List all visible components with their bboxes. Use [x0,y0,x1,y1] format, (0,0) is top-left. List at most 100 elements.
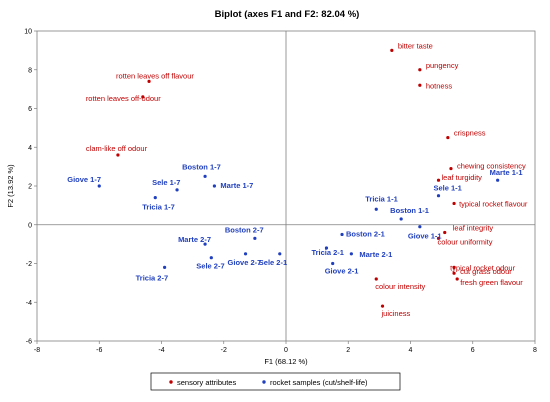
attribute-point-fresh-green-flavour [455,277,459,281]
attribute-point-leaf-turgidity [436,178,441,182]
sample-label-giove-2-1: Giove 2-1 [325,267,359,276]
attribute-label-colour-uniformity: colour uniformity [438,237,493,246]
y-tick-label: 6 [28,106,32,113]
y-tick-label: 8 [28,67,32,74]
sample-point-tricia-2-7 [163,265,167,269]
attribute-point-rotten-leaves-off-flavour [147,79,151,83]
legend-marker-attributes [169,380,173,384]
attribute-label-crispness: crispness [454,129,486,138]
legend: sensory attributes rocket samples (cut/s… [150,372,401,391]
attribute-label-chewing-consistency: chewing consistency [457,162,526,171]
sample-label-sele-2-1: Sele 2-1 [259,258,287,267]
sample-label-marte-2-1: Marte 2-1 [359,250,392,259]
sample-point-boston-1-1 [399,217,403,221]
sample-label-tricia-1-7: Tricia 1-7 [142,203,175,212]
y-tick-label: 4 [28,145,32,152]
attribute-label-rotten-leaves-off-odour: rotten leaves off-odour [86,94,161,103]
attribute-label-bitter-taste: bitter taste [398,41,433,50]
legend-label-attributes: sensory attributes [177,378,236,387]
x-tick-label: 6 [471,347,475,354]
x-axis-label: F1 (68.12 %) [264,357,308,366]
sample-label-boston-1-1: Boston 1-1 [390,206,429,215]
sample-point-marte-1-7 [212,184,217,188]
attribute-label-fresh-green-flavour: fresh green flavour [460,278,523,287]
sample-label-sele-2-7: Sele 2-7 [196,262,224,271]
x-tick-label: -2 [221,347,227,354]
sample-label-marte-1-7: Marte 1-7 [220,181,253,190]
sample-point-giove-2-7 [243,252,248,256]
y-tick-label: 2 [28,184,32,191]
attribute-point-leaf-integrity [443,230,447,235]
attribute-point-typical-rocket-flavour [452,201,456,206]
sample-point-giove-1-1 [418,225,422,229]
sample-point-marte-1-1 [496,178,500,182]
attribute-label-pungency: pungency [426,61,459,70]
sample-label-marte-1-1: Marte 1-1 [490,168,523,177]
sample-label-boston-1-7: Boston 1-7 [182,162,221,171]
attribute-point-colour-uniformity [436,236,441,240]
attribute-point-colour-intensity [374,277,378,281]
chart-title: Biplot (axes F1 and F2: 82.04 %) [215,9,360,20]
sample-label-boston-2-7: Boston 2-7 [225,225,264,234]
attribute-label-clam-like-off-odour: clam-like off odour [86,144,148,153]
sample-point-sele-2-7 [209,256,213,260]
sample-point-sele-2-1 [278,252,282,256]
sample-point-tricia-1-1 [374,207,378,211]
sample-label-tricia-2-1: Tricia 2-1 [311,248,344,257]
sample-label-tricia-2-7: Tricia 2-7 [136,273,169,282]
attribute-label-typical-rocket-odour: typical rocket odour [450,263,516,272]
y-tick-label: -2 [26,261,32,268]
x-tick-label: 8 [533,347,537,354]
attribute-point-rotten-leaves-off-odour [141,95,145,99]
sample-label-boston-2-1: Boston 2-1 [346,229,385,238]
sample-label-tricia-1-1: Tricia 1-1 [365,194,398,203]
y-tick-label: 0 [28,222,32,229]
sample-label-giove-1-7: Giove 1-7 [67,175,101,184]
sample-point-boston-2-7 [253,236,257,240]
sample-point-boston-1-7 [203,174,207,178]
attribute-label-colour-intensity: colour intensity [375,282,425,291]
x-tick-label: 0 [284,347,288,354]
attribute-point-hotness [418,83,422,87]
plot-points: bitter taste pungency hotness rotten leaves… [67,41,528,318]
attribute-label-leaf-integrity: leaf integrity [453,224,494,233]
x-tick-label: -6 [96,347,102,354]
sample-point-sele-1-7 [175,188,179,192]
attribute-point-chewing-consistency [449,166,453,171]
attribute-point-typical-rocket-odour [452,265,456,269]
legend-label-samples: rocket samples (cut/shelf-life) [270,378,368,387]
attribute-point-bitter-taste [390,48,394,52]
sample-point-tricia-2-1 [324,246,329,250]
x-tick-label: 4 [409,347,413,354]
attribute-label-rotten-leaves-off-flavour: rotten leaves off flavour [116,71,194,80]
x-tick-label: 2 [346,347,350,354]
attribute-label-typical-rocket-flavour: typical rocket flavour [459,199,528,208]
attribute-label-cut-grass-odour: cut grass odour [460,267,512,276]
x-tick-label: -4 [158,347,164,354]
sample-point-giove-1-7 [97,184,101,188]
attribute-label-hotness: hotness [426,81,453,90]
attribute-point-crispness [446,135,450,140]
sample-point-marte-2-1 [349,252,353,256]
attribute-point-juiciness [380,304,385,308]
sample-label-sele-1-7: Sele 1-7 [152,178,180,187]
attribute-label-juiciness: juiciness [380,309,410,318]
sample-label-giove-1-1: Giove 1-1 [408,232,442,241]
sample-point-giove-2-1 [331,261,335,266]
sample-label-giove-2-7: Giove 2-7 [228,258,262,267]
attribute-label-leaf-turgidity: leaf turgidity [442,173,483,182]
sample-point-sele-1-1 [436,194,441,198]
sample-label-marte-2-7: Marte 2-7 [178,235,211,244]
x-tick-label: -8 [34,347,40,354]
attribute-point-cut-grass-odour [452,271,456,275]
sample-label-sele-1-1: Sele 1-1 [434,184,462,193]
y-tick-label: -4 [26,300,32,307]
attribute-point-pungency [418,68,422,72]
sample-point-tricia-1-7 [153,196,157,200]
sample-point-marte-2-7 [203,242,207,246]
attribute-point-clam-like-off-odour [116,153,120,157]
legend-marker-samples [262,380,266,384]
y-tick-label: -6 [26,339,32,346]
